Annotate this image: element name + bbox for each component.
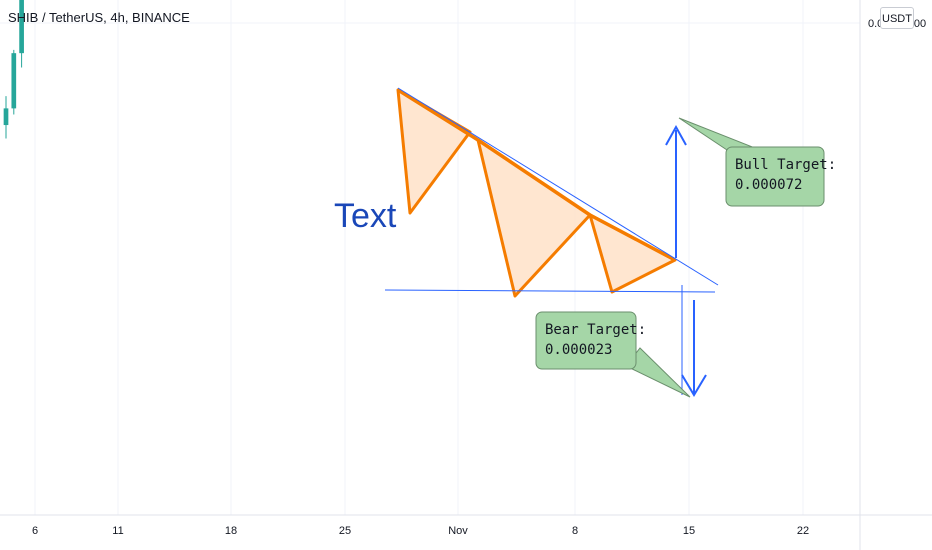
x-tick-label: 18 <box>225 525 237 537</box>
x-tick-label: 11 <box>112 525 123 537</box>
support-trendline <box>384 289 716 293</box>
x-tick-label: Nov <box>448 525 468 537</box>
currency-badge[interactable]: USDT <box>880 7 914 29</box>
x-tick-label: 8 <box>572 525 578 537</box>
x-tick-label: 15 <box>683 525 695 537</box>
candle-body <box>3 108 9 126</box>
candle-body <box>19 0 24 54</box>
grid-lines <box>0 0 860 515</box>
descending-trendline <box>397 87 719 286</box>
x-tick-label: 22 <box>797 525 809 537</box>
candle-body <box>11 53 17 109</box>
chart-drawings: Text Bull Target: 0.000072 Bear Target: 0.00… <box>334 87 836 398</box>
harmonic-triangle <box>476 138 592 298</box>
bear-target-title: Bear Target: <box>545 322 646 338</box>
text-annotation: Text <box>334 197 397 235</box>
x-tick-label: 25 <box>339 525 351 537</box>
bear-target-value: 0.000023 <box>545 342 612 358</box>
bear-target-box <box>535 311 637 370</box>
bull-arrow-head <box>665 124 687 146</box>
bull-target-title: Bull Target: <box>735 157 836 173</box>
harmonic-upper-edge <box>397 88 676 262</box>
chart-title: SHIB / TetherUS, 4h, BINANCE <box>8 10 190 25</box>
bear-arrow-head <box>681 374 707 397</box>
bull-target-value: 0.000072 <box>735 177 802 193</box>
x-tick-label: 6 <box>32 525 38 537</box>
candlestick-series <box>3 0 24 139</box>
harmonic-triangle <box>396 88 472 215</box>
bull-target-box <box>725 146 825 207</box>
